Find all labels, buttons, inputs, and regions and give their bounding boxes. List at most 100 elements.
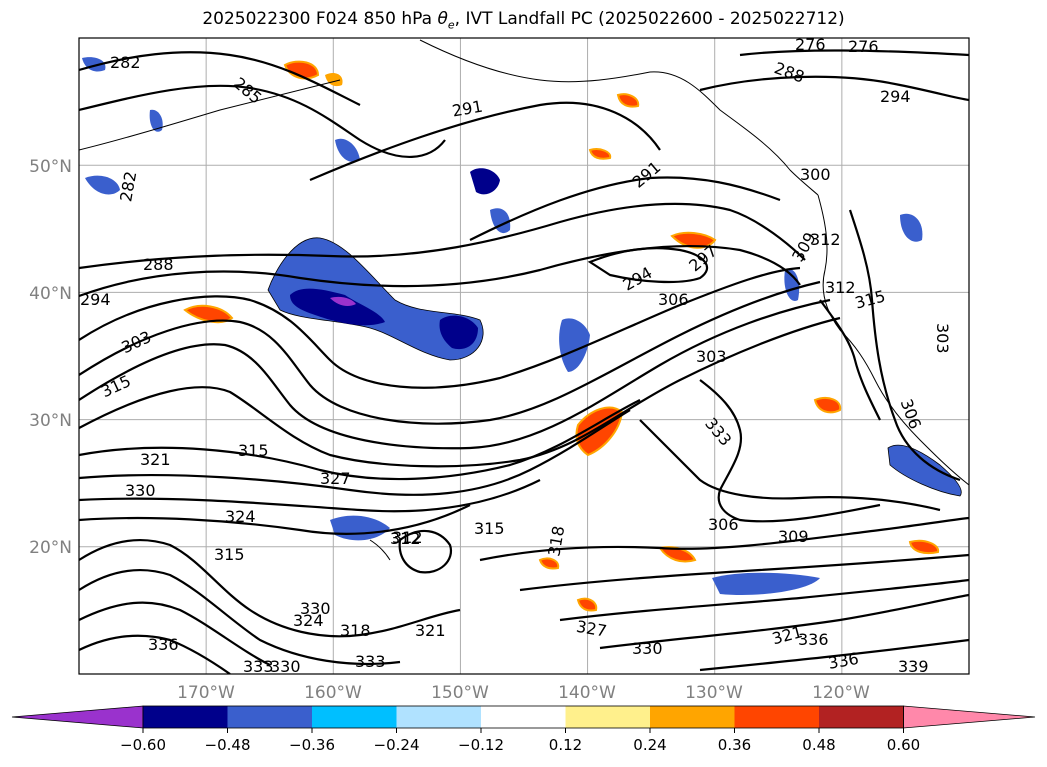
ivt-patch-neg-3 [470,168,500,195]
contour-line [599,593,969,650]
contour-label: 333 [243,657,274,676]
contour-line [79,244,801,298]
ivt-patch-neg-14 [900,213,923,242]
lon-label-170w: 170°W [177,683,235,703]
contour-label: 312 [390,529,421,548]
contour-label: 288 [143,255,174,274]
ivt-patch-pos-6 [658,546,697,563]
contour-line [479,516,969,562]
contour-line [79,479,541,513]
contour-line [79,504,471,535]
ivt-patch-neg-core [290,288,385,326]
contour-label: 300 [800,165,831,184]
colorbar-segments [11,705,1036,729]
map-background [79,38,969,674]
contour-label: 336 [798,630,829,649]
ivt-patch-pos-10 [616,93,640,108]
title-theta-sub: e [447,18,455,32]
contour-line [519,553,969,592]
contour-label: 327 [320,469,351,488]
colorbar-tick-label: −0.48 [205,736,251,754]
contour-label: 333 [355,652,386,671]
ivt-patch-pos-9 [588,148,612,160]
contour-line [79,316,841,468]
contour-label: 306 [708,515,739,534]
latitude-labels: 50°N 40°N 30°N 20°N [29,157,72,558]
colorbar-tick-label: −0.24 [374,736,420,754]
coastline [79,39,969,561]
lon-label-130w: 130°W [685,683,743,703]
colorbar-ticks: −0.60 −0.48 −0.36 −0.24 −0.12 0.12 0.24 0.36 0.4… [120,728,920,754]
contour-line [848,209,961,482]
title-run: 2025022300 F024 850 hPa [202,9,438,29]
contour-label: 330 [300,599,331,618]
contour-label: 330 [125,481,156,500]
coastline-north-america-west [817,194,969,486]
contour-label: 276 [795,35,826,54]
lon-label-120w: 120°W [812,683,870,703]
contour-line [79,399,641,481]
coastline-alaska [419,39,819,196]
contour-label: 294 [80,290,111,309]
contour-label: 315 [214,545,245,564]
colorbar-segment [819,706,904,728]
contour-label: 324 [293,611,324,630]
contour-line [79,280,821,425]
contour-label: 306 [658,290,689,309]
ivt-patch-pos-7 [908,539,940,555]
lon-label-160w: 160°W [304,683,362,703]
theta-e-contours [79,49,969,674]
contour-line [398,529,453,574]
title-rest: , IVT Landfall PC (2025022600 - 20250227… [454,9,845,29]
lon-label-150w: 150°W [431,683,489,703]
figure-title: 2025022300 F024 850 hPa θe, IVT Landfall… [0,9,1047,31]
contour-line [639,419,941,512]
lat-label-30n: 30°N [29,411,72,431]
contour-line [79,202,806,270]
ivt-patch-pos-3 [183,304,234,324]
ivt-patch-neg-5 [887,444,962,497]
contour-label: 339 [898,657,929,676]
ivt-patch-neg-4 [559,318,590,372]
colorbar-tick-label: 0.12 [549,736,582,754]
contour-line [819,299,881,421]
longitude-labels: 170°W 160°W 150°W 140°W 130°W 120°W [177,683,870,703]
contour-label: 324 [225,507,256,526]
colorbar-segment [312,706,397,728]
contour-line [79,266,801,389]
contour-label: 309 [778,527,809,546]
contour-line [309,101,661,182]
ivt-patch-neg-deep [330,296,356,306]
ivt-negative-patches [82,57,962,596]
title-theta: θ [437,9,448,29]
contour-label: 330 [270,657,301,676]
contour-line [469,176,781,241]
colorbar-frame [142,705,904,729]
contour-label: 312 [810,230,841,249]
contour-label: 318 [340,621,371,640]
contour-line [79,601,271,666]
ivt-patch-pos-12 [538,557,560,570]
contour-label: 336 [148,635,179,654]
ivt-patch-neg-9 [149,109,163,132]
ivt-patch-neg-6 [712,572,820,596]
contour-line [699,75,969,102]
contour-line [79,51,361,106]
map-frame [78,37,970,675]
ivt-patch-neg-8 [85,175,120,195]
contour-label: 303 [933,323,952,354]
lat-label-50n: 50°N [29,157,72,177]
contour-line [79,298,831,450]
contour-line [79,538,461,638]
lat-label-40n: 40°N [29,284,72,304]
coastline-hawaii [369,539,391,561]
coastline-aleutians [79,79,341,151]
contour-line [587,247,708,284]
ivt-patch-neg-2 [439,315,478,350]
colorbar-tick-label: 0.48 [802,736,835,754]
contour-line [79,634,231,674]
ivt-patch-pos-11 [576,597,598,612]
ivt-patch-pos-4 [283,60,320,80]
contour-label: 312 [392,528,423,547]
